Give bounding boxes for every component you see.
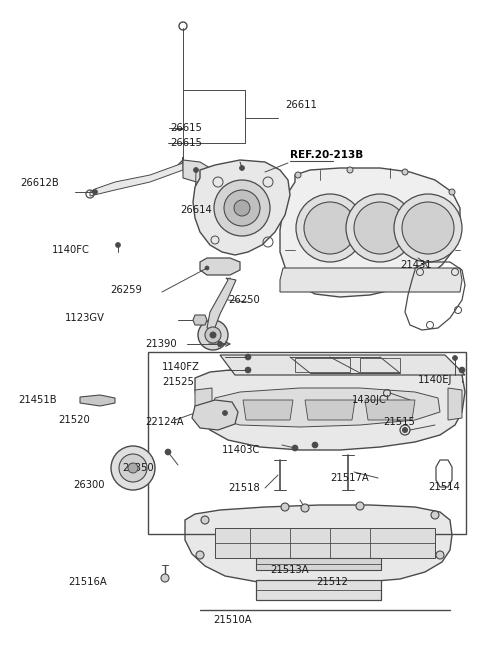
Text: 26250: 26250 — [228, 295, 260, 305]
Polygon shape — [185, 505, 452, 584]
Circle shape — [205, 327, 221, 343]
Text: 1123GV: 1123GV — [65, 313, 105, 323]
Circle shape — [234, 200, 250, 216]
Circle shape — [119, 454, 147, 482]
Polygon shape — [280, 168, 460, 297]
Text: 21390: 21390 — [145, 339, 177, 349]
Circle shape — [193, 168, 199, 172]
Circle shape — [312, 442, 318, 448]
Polygon shape — [448, 388, 462, 420]
Text: 21525: 21525 — [162, 377, 194, 387]
Polygon shape — [200, 258, 240, 275]
Text: 26612B: 26612B — [20, 178, 59, 188]
Polygon shape — [243, 400, 293, 420]
Text: 21512: 21512 — [316, 577, 348, 587]
Circle shape — [201, 516, 209, 524]
Circle shape — [304, 202, 356, 254]
Circle shape — [245, 354, 251, 360]
Polygon shape — [192, 400, 238, 430]
Circle shape — [296, 194, 364, 262]
Bar — [215, 528, 435, 558]
Text: 21431: 21431 — [400, 260, 432, 270]
Bar — [148, 352, 466, 534]
Circle shape — [301, 504, 309, 512]
Text: 1140EJ: 1140EJ — [418, 375, 452, 385]
Text: 21520: 21520 — [58, 415, 90, 425]
Text: 21518: 21518 — [228, 483, 260, 493]
Circle shape — [224, 190, 260, 226]
Text: 26614: 26614 — [180, 205, 212, 215]
Bar — [295, 358, 350, 372]
Circle shape — [295, 172, 301, 178]
Circle shape — [292, 445, 298, 451]
Polygon shape — [207, 278, 236, 330]
Circle shape — [217, 341, 223, 346]
Text: 26611: 26611 — [285, 100, 317, 110]
Polygon shape — [220, 355, 465, 375]
Circle shape — [403, 428, 408, 432]
Circle shape — [281, 503, 289, 511]
Text: 21510A: 21510A — [213, 615, 252, 625]
Circle shape — [205, 266, 209, 270]
Polygon shape — [193, 160, 290, 255]
Text: 26615: 26615 — [170, 123, 202, 133]
Circle shape — [214, 180, 270, 236]
Circle shape — [197, 317, 203, 323]
Text: 21451B: 21451B — [18, 395, 57, 405]
Circle shape — [240, 166, 244, 170]
Circle shape — [394, 194, 462, 262]
Circle shape — [453, 356, 457, 360]
Circle shape — [449, 189, 455, 195]
Circle shape — [346, 194, 414, 262]
Bar — [360, 358, 400, 372]
Circle shape — [459, 367, 465, 373]
Text: 11403C: 11403C — [222, 445, 260, 455]
Polygon shape — [80, 395, 115, 406]
Polygon shape — [195, 388, 212, 420]
Text: 26300: 26300 — [73, 480, 105, 490]
Polygon shape — [212, 388, 440, 427]
Text: 21513A: 21513A — [270, 565, 309, 575]
Polygon shape — [183, 160, 210, 183]
Bar — [256, 580, 381, 600]
Text: 26259: 26259 — [110, 285, 142, 295]
Circle shape — [161, 574, 169, 582]
Text: 1430JC: 1430JC — [352, 395, 387, 405]
Circle shape — [111, 446, 155, 490]
Polygon shape — [90, 157, 183, 196]
Circle shape — [210, 332, 216, 338]
Circle shape — [196, 551, 204, 559]
Circle shape — [116, 242, 120, 248]
Polygon shape — [280, 268, 462, 292]
Circle shape — [223, 411, 228, 415]
Circle shape — [356, 502, 364, 510]
Text: REF.20-213B: REF.20-213B — [290, 150, 363, 160]
Bar — [256, 558, 381, 570]
Circle shape — [402, 169, 408, 175]
Circle shape — [198, 320, 228, 350]
Circle shape — [431, 511, 439, 519]
Text: 22124A: 22124A — [145, 417, 184, 427]
Polygon shape — [193, 315, 207, 325]
Text: 26615: 26615 — [170, 138, 202, 148]
Polygon shape — [305, 400, 355, 420]
Circle shape — [436, 551, 444, 559]
Text: 21514: 21514 — [428, 482, 460, 492]
Circle shape — [354, 202, 406, 254]
Circle shape — [165, 449, 171, 455]
Text: 1140FC: 1140FC — [52, 245, 90, 255]
Circle shape — [245, 367, 251, 373]
Circle shape — [128, 463, 138, 473]
Text: 1140FZ: 1140FZ — [162, 362, 200, 372]
Polygon shape — [195, 365, 465, 450]
Text: 21516A: 21516A — [68, 577, 107, 587]
Polygon shape — [365, 400, 415, 420]
Text: 26350: 26350 — [122, 463, 154, 473]
Circle shape — [402, 202, 454, 254]
Text: 21515: 21515 — [383, 417, 415, 427]
Circle shape — [93, 189, 97, 195]
Text: 21517A: 21517A — [330, 473, 369, 483]
Circle shape — [347, 167, 353, 173]
